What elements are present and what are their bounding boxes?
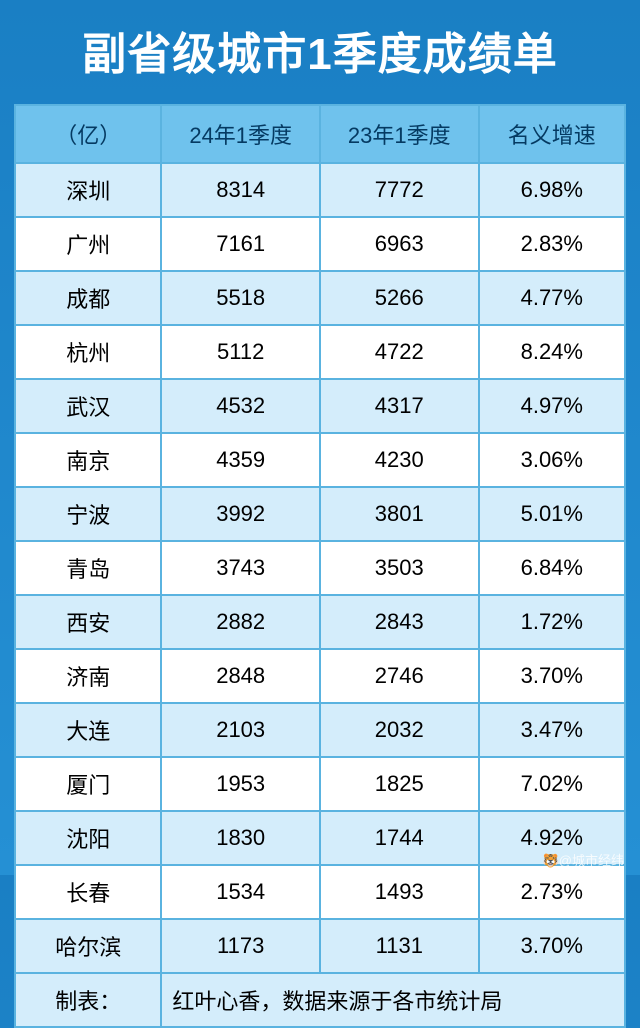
table-cell: 7772 — [320, 163, 479, 217]
table-cell: 1825 — [320, 757, 479, 811]
table-cell: 3.70% — [479, 649, 625, 703]
table-cell: 1173 — [161, 919, 320, 973]
table-row: 厦门195318257.02% — [15, 757, 625, 811]
table-body: 深圳831477726.98%广州716169632.83%成都55185266… — [15, 163, 625, 1027]
table-cell: 成都 — [15, 271, 161, 325]
header-row: （亿） 24年1季度 23年1季度 名义增速 — [15, 105, 625, 163]
table-cell: 大连 — [15, 703, 161, 757]
table-row: 武汉453243174.97% — [15, 379, 625, 433]
table-cell: 3.06% — [479, 433, 625, 487]
table-row: 长春153414932.73% — [15, 865, 625, 919]
table-cell: 5.01% — [479, 487, 625, 541]
table-row: 济南284827463.70% — [15, 649, 625, 703]
table-cell: 2843 — [320, 595, 479, 649]
table-cell: 4230 — [320, 433, 479, 487]
table-row: 哈尔滨117311313.70% — [15, 919, 625, 973]
table-cell: 宁波 — [15, 487, 161, 541]
table-cell: 长春 — [15, 865, 161, 919]
footer-label: 制表： — [15, 973, 161, 1027]
table-cell: 4.97% — [479, 379, 625, 433]
table-cell: 6963 — [320, 217, 479, 271]
table-cell: 2032 — [320, 703, 479, 757]
table-cell: 杭州 — [15, 325, 161, 379]
table-row: 宁波399238015.01% — [15, 487, 625, 541]
col-header-growth: 名义增速 — [479, 105, 625, 163]
col-header-q23: 23年1季度 — [320, 105, 479, 163]
table-row: 大连210320323.47% — [15, 703, 625, 757]
table-cell: 南京 — [15, 433, 161, 487]
table-cell: 3.70% — [479, 919, 625, 973]
table-cell: 4317 — [320, 379, 479, 433]
table-cell: 2103 — [161, 703, 320, 757]
table-row: 深圳831477726.98% — [15, 163, 625, 217]
table-cell: 7.02% — [479, 757, 625, 811]
table-cell: 7161 — [161, 217, 320, 271]
table-cell: 3503 — [320, 541, 479, 595]
table-row: 杭州511247228.24% — [15, 325, 625, 379]
table-cell: 1534 — [161, 865, 320, 919]
table-cell: 深圳 — [15, 163, 161, 217]
table-row: 南京435942303.06% — [15, 433, 625, 487]
table-cell: 4722 — [320, 325, 479, 379]
table-cell: 1493 — [320, 865, 479, 919]
table-cell: 西安 — [15, 595, 161, 649]
col-header-q24: 24年1季度 — [161, 105, 320, 163]
table-cell: 1744 — [320, 811, 479, 865]
table-cell: 武汉 — [15, 379, 161, 433]
table-cell: 1830 — [161, 811, 320, 865]
watermark: 🐯@城市经纬 — [543, 850, 624, 869]
table-cell: 1.72% — [479, 595, 625, 649]
table-row: 成都551852664.77% — [15, 271, 625, 325]
data-table: （亿） 24年1季度 23年1季度 名义增速 深圳831477726.98%广州… — [14, 104, 626, 1028]
table-cell: 济南 — [15, 649, 161, 703]
table-cell: 3743 — [161, 541, 320, 595]
table-cell: 2.83% — [479, 217, 625, 271]
table-cell: 5266 — [320, 271, 479, 325]
table-row: 青岛374335036.84% — [15, 541, 625, 595]
footer-value: 红叶心香，数据来源于各市统计局 — [161, 973, 625, 1027]
table-cell: 5112 — [161, 325, 320, 379]
table-row: 广州716169632.83% — [15, 217, 625, 271]
table-cell: 2.73% — [479, 865, 625, 919]
table-cell: 3801 — [320, 487, 479, 541]
table-row: 西安288228431.72% — [15, 595, 625, 649]
table-cell: 6.98% — [479, 163, 625, 217]
table-cell: 广州 — [15, 217, 161, 271]
table-cell: 4359 — [161, 433, 320, 487]
table-cell: 8314 — [161, 163, 320, 217]
table-cell: 1131 — [320, 919, 479, 973]
table-cell: 8.24% — [479, 325, 625, 379]
table-cell: 4532 — [161, 379, 320, 433]
table-cell: 4.77% — [479, 271, 625, 325]
table-cell: 1953 — [161, 757, 320, 811]
table-cell: 沈阳 — [15, 811, 161, 865]
table-cell: 2848 — [161, 649, 320, 703]
table-cell: 2882 — [161, 595, 320, 649]
table-cell: 6.84% — [479, 541, 625, 595]
table-cell: 5518 — [161, 271, 320, 325]
table-cell: 厦门 — [15, 757, 161, 811]
table-cell: 3992 — [161, 487, 320, 541]
table-cell: 青岛 — [15, 541, 161, 595]
col-header-unit: （亿） — [15, 105, 161, 163]
table-row: 沈阳183017444.92% — [15, 811, 625, 865]
table-cell: 哈尔滨 — [15, 919, 161, 973]
page-title: 副省级城市1季度成绩单 — [14, 18, 626, 82]
table-cell: 3.47% — [479, 703, 625, 757]
table-cell: 2746 — [320, 649, 479, 703]
footer-row: 制表：红叶心香，数据来源于各市统计局 — [15, 973, 625, 1027]
